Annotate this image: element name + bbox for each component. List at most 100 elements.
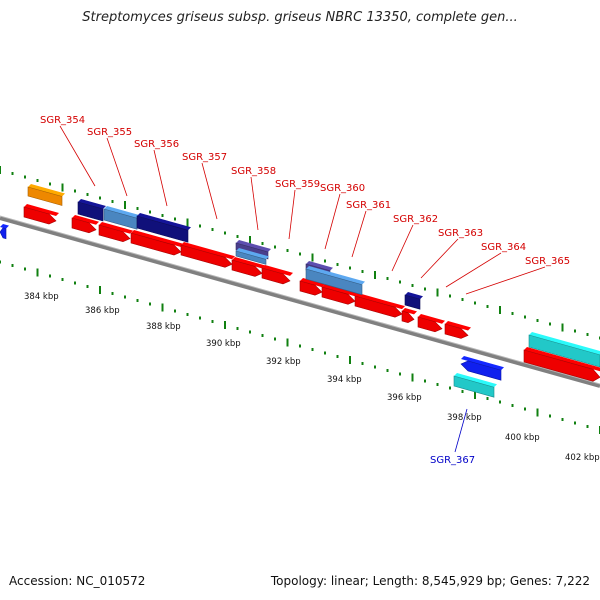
gene-body xyxy=(444,323,469,339)
gene-top-face xyxy=(262,265,293,276)
gene-top-face xyxy=(137,213,191,231)
backbone-line xyxy=(0,216,600,388)
leader-line xyxy=(250,176,259,231)
gene-body xyxy=(27,186,63,206)
gene-body xyxy=(261,267,291,285)
gene-body xyxy=(321,286,356,305)
ruler-label: 384 kbp xyxy=(24,292,59,302)
gene-body xyxy=(401,310,415,324)
gene-label: SGR_361 xyxy=(346,200,391,211)
cds-arrow xyxy=(180,242,235,268)
gene-body xyxy=(460,360,502,381)
gene-top-face xyxy=(461,356,504,371)
gene-top-face xyxy=(104,206,140,219)
gene-label: SGR_358 xyxy=(231,166,276,177)
gene-body xyxy=(523,349,600,382)
gene-features xyxy=(0,184,600,398)
gene-top-face xyxy=(99,222,133,234)
gene-top-face xyxy=(524,347,600,372)
gene-label: SGR_356 xyxy=(134,139,179,150)
gene-body xyxy=(130,232,182,256)
gene-label: SGR_355 xyxy=(87,127,132,138)
gene-top-face xyxy=(529,332,600,355)
gene-navy xyxy=(77,199,106,222)
gene-top-face xyxy=(236,248,269,260)
gene-top-face xyxy=(405,292,423,300)
gene-body xyxy=(0,227,7,240)
gene-body xyxy=(98,224,131,243)
gene-top-face xyxy=(306,261,333,271)
cds-arrow xyxy=(261,265,293,285)
gene-top-face xyxy=(418,314,445,324)
gene-top-face xyxy=(131,230,184,247)
gene-body xyxy=(417,316,443,333)
accession-text: Accession: NC_010572 xyxy=(9,574,146,588)
leader-line xyxy=(420,238,459,279)
leader-line xyxy=(288,189,296,240)
leader-line xyxy=(391,224,414,272)
gene-body xyxy=(136,215,189,243)
label-leader-lines xyxy=(59,125,546,453)
gene-blue-reverse xyxy=(0,224,9,240)
leader-line xyxy=(465,266,546,295)
gene-body xyxy=(77,201,104,222)
gene-top-face xyxy=(445,321,471,331)
cds-arrow xyxy=(354,293,405,318)
gene-top-face xyxy=(78,199,106,209)
backbone-highlight xyxy=(0,215,600,385)
leader-line xyxy=(324,193,341,250)
cds-arrow xyxy=(401,308,417,324)
gene-body xyxy=(453,375,495,398)
cds-arrow xyxy=(321,284,358,305)
ruler-label: 386 kbp xyxy=(85,306,120,316)
gene-top-face xyxy=(402,308,417,315)
leader-line xyxy=(454,408,468,453)
gene-top-face xyxy=(28,184,65,197)
gene-body xyxy=(103,208,138,230)
gene-body xyxy=(231,259,263,277)
cds-arrow xyxy=(523,347,600,382)
gene-body xyxy=(404,294,421,310)
cds-arrow xyxy=(23,204,59,225)
gene-body xyxy=(23,206,57,225)
leader-line xyxy=(153,149,168,207)
gene-steel xyxy=(305,266,365,296)
cds-arrow xyxy=(299,278,325,296)
gene-label: SGR_360 xyxy=(320,183,365,194)
gene-top-face xyxy=(236,240,271,252)
gene-top-face xyxy=(24,204,59,216)
leader-line xyxy=(445,252,502,288)
gene-body xyxy=(180,244,233,268)
gene-top-face xyxy=(355,293,405,310)
gene-cyan xyxy=(453,373,497,398)
leader-line xyxy=(351,210,367,258)
gene-label: SGR_364 xyxy=(481,242,526,253)
gene-label: SGR_362 xyxy=(393,214,438,225)
gene-top-face xyxy=(0,224,9,229)
gene-top-face xyxy=(72,215,99,225)
cds-arrow xyxy=(98,222,133,243)
leader-line xyxy=(106,137,128,197)
gene-navy xyxy=(136,213,191,243)
ruler-label: 388 kbp xyxy=(146,322,181,332)
gene-navy xyxy=(404,292,423,310)
gene-label: SGR_365 xyxy=(525,256,570,267)
gene-label: SGR_367 xyxy=(430,455,475,466)
gene-steel xyxy=(103,206,140,230)
gene-body xyxy=(299,280,323,296)
cds-arrow xyxy=(71,215,99,234)
ruler-label: 398 kbp xyxy=(447,413,482,423)
gene-label: SGR_359 xyxy=(275,179,320,190)
ruler-label: 400 kbp xyxy=(505,433,540,443)
cds-arrow xyxy=(231,257,265,277)
leader-line xyxy=(59,125,96,187)
cds-arrow xyxy=(417,314,445,333)
gene-body xyxy=(71,217,97,234)
topology-text: Topology: linear; Length: 8,545,929 bp; … xyxy=(270,574,590,588)
gene-orange xyxy=(27,184,65,206)
gene-label: SGR_363 xyxy=(438,228,483,239)
gene-top-face xyxy=(322,284,358,297)
gene-label: SGR_357 xyxy=(182,152,227,163)
